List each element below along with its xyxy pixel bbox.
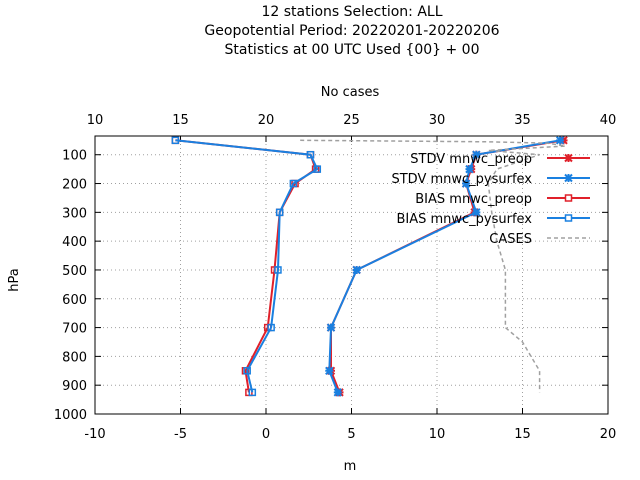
y-tick-label: 1000: [54, 408, 87, 423]
chart-title-line3: Statistics at 00 UTC Used {00} + 00: [224, 42, 479, 58]
y-tick-label: 100: [62, 149, 87, 164]
legend-entry-4: CASES: [489, 232, 590, 247]
legend-label: CASES: [489, 232, 532, 247]
data-point: [333, 388, 343, 397]
x2-tick-label: 15: [172, 113, 189, 128]
legend-label: BIAS mnwc_preop: [415, 192, 532, 207]
data-point: [313, 165, 322, 173]
series-line: [175, 139, 317, 393]
y-tick-label: 300: [62, 206, 87, 221]
data-point: [472, 150, 481, 159]
data-point: [461, 179, 471, 188]
y-tick-label: 600: [62, 293, 87, 308]
y-tick-label: 200: [62, 178, 87, 193]
y-tick-label: 900: [62, 379, 87, 394]
x-tick-label: 5: [347, 427, 355, 442]
y-tick-label: 400: [62, 235, 87, 250]
data-point: [555, 136, 565, 145]
x-tick-label: -5: [174, 427, 187, 442]
series-line: [300, 139, 566, 393]
y-tick-label: 700: [62, 322, 87, 337]
legend-marker: [564, 173, 573, 183]
x-tick-label: 15: [514, 427, 531, 442]
x-tick-label: 10: [429, 427, 446, 442]
data-point: [289, 179, 298, 188]
y-axis-label: hPa: [7, 268, 22, 291]
data-point: [274, 266, 282, 274]
x2-tick-label: 30: [429, 113, 446, 128]
series-4: [300, 139, 566, 393]
y-tick-label: 500: [62, 264, 87, 279]
x2-tick-label: 35: [514, 113, 531, 128]
x2-tick-label: 25: [343, 113, 360, 128]
top-axis-label: No cases: [321, 85, 380, 100]
x2-tick-label: 10: [87, 113, 104, 128]
x-tick-label: -10: [84, 427, 105, 442]
grid-layer: [95, 136, 608, 414]
series-layer: [171, 136, 568, 397]
data-point: [243, 367, 251, 375]
plot-frame: [94, 135, 609, 415]
legend-marker: [564, 194, 573, 202]
data-point: [171, 136, 180, 145]
legend: STDV mnwc_preop STDV mnwc_pysurfex BIAS mn…: [391, 152, 590, 247]
legend-marker: [564, 214, 573, 222]
legend-entry-3: BIAS mnwc_pysurfex: [396, 212, 590, 227]
series-line: [175, 139, 319, 393]
x2-tick-label: 20: [258, 113, 275, 128]
legend-label: STDV mnwc_preop: [410, 152, 532, 167]
chart-title-line2: Geopotential Period: 20220201-20220206: [204, 23, 499, 39]
legend-entry-2: BIAS mnwc_preop: [415, 192, 590, 207]
legend-label: BIAS mnwc_pysurfex: [396, 212, 532, 227]
x-tick-label: 0: [262, 427, 270, 442]
x-tick-label: 20: [600, 427, 617, 442]
chart-title-line1: 12 stations Selection: ALL: [261, 4, 442, 20]
legend-entry-1: STDV mnwc_pysurfex: [391, 172, 590, 187]
data-point: [352, 265, 361, 275]
x2-tick-label: 40: [600, 113, 617, 128]
data-point: [248, 388, 257, 397]
data-point: [465, 164, 474, 174]
data-point: [267, 323, 275, 332]
data-point: [326, 323, 336, 332]
data-point: [325, 366, 334, 375]
data-point: [472, 208, 481, 217]
data-point: [275, 208, 284, 217]
series-3: [171, 136, 322, 397]
data-point: [306, 150, 315, 159]
x-axis-label: m: [344, 459, 357, 474]
y-tick-label: 800: [62, 350, 87, 365]
legend-label: STDV mnwc_pysurfex: [391, 172, 532, 187]
legend-marker: [564, 153, 573, 163]
tick-layer: -10 -5 0 5 10 15 20 10 15 20 25 30 35 40 100 200 300 400 5…: [54, 113, 616, 442]
series-1: [325, 136, 565, 397]
series-2: [171, 136, 320, 397]
legend-entry-0: STDV mnwc_preop: [410, 152, 590, 167]
